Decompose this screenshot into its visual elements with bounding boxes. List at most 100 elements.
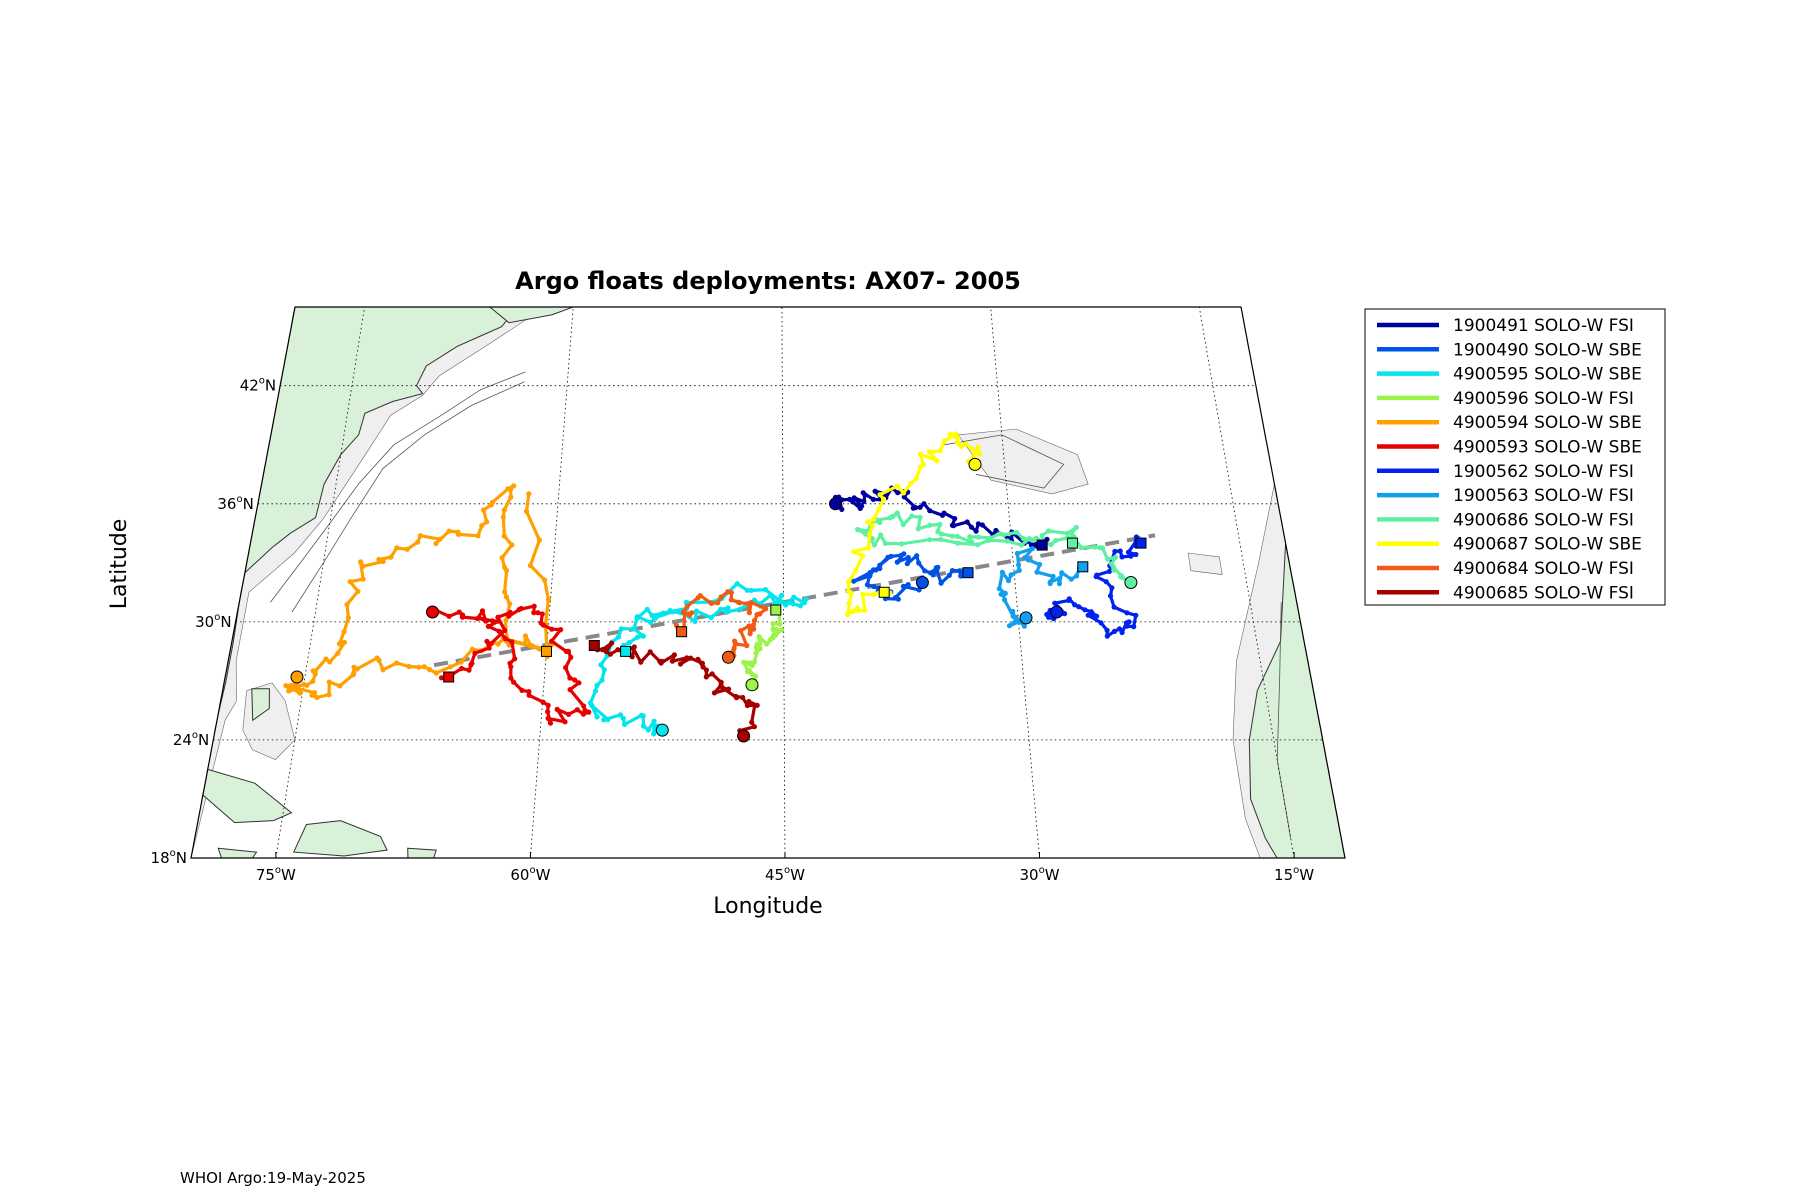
last-position-marker[interactable] bbox=[1124, 576, 1138, 589]
float-profile-point bbox=[1064, 530, 1070, 536]
float-profile-point bbox=[973, 528, 979, 534]
float-profile-point bbox=[415, 539, 421, 545]
float-profile-point bbox=[887, 515, 893, 521]
float-profile-point bbox=[900, 522, 906, 528]
float-profile-point bbox=[1131, 624, 1137, 630]
deployment-marker[interactable] bbox=[620, 645, 632, 657]
float-profile-point bbox=[839, 506, 845, 512]
float-profile-point bbox=[783, 602, 789, 608]
deployment-marker[interactable] bbox=[878, 586, 890, 598]
last-position-marker[interactable] bbox=[745, 678, 759, 692]
float-profile-point bbox=[904, 561, 910, 567]
float-profile-point bbox=[507, 601, 513, 607]
float-profile-point bbox=[850, 608, 856, 615]
float-profile-point bbox=[1072, 602, 1078, 608]
float-profile-point bbox=[975, 444, 981, 450]
float-profile-point bbox=[1094, 613, 1100, 619]
last-position-marker[interactable] bbox=[721, 650, 735, 664]
float-profile-point bbox=[916, 560, 922, 566]
deployment-marker[interactable] bbox=[541, 645, 552, 657]
deployment-marker[interactable] bbox=[770, 604, 782, 616]
float-profile-point bbox=[1001, 532, 1007, 538]
deployment-marker[interactable] bbox=[1135, 537, 1147, 549]
float-profile-point bbox=[703, 667, 710, 673]
last-position-marker[interactable] bbox=[915, 576, 929, 589]
float-profile-point bbox=[680, 609, 686, 615]
float-profile-point bbox=[526, 491, 532, 497]
land-polygon bbox=[251, 688, 270, 722]
float-profile-point bbox=[964, 519, 970, 525]
float-profile-point bbox=[1021, 623, 1027, 629]
float-profile-point bbox=[708, 600, 715, 607]
float-profile-point bbox=[926, 537, 933, 543]
float-profile-point bbox=[314, 694, 320, 701]
float-profile-point bbox=[572, 677, 578, 683]
bathymetry-contour bbox=[944, 434, 1065, 489]
float-profile-point bbox=[651, 731, 657, 737]
float-profile-point bbox=[671, 652, 678, 658]
deployment-marker[interactable] bbox=[1077, 561, 1089, 573]
last-position-marker[interactable] bbox=[1019, 611, 1033, 625]
deployment-marker[interactable] bbox=[588, 640, 600, 651]
float-profile-point bbox=[526, 689, 532, 695]
float-profile-point bbox=[376, 556, 382, 563]
float-profile-point bbox=[360, 576, 366, 582]
float-profile-point bbox=[738, 628, 744, 634]
float-profile-point bbox=[501, 533, 507, 539]
float-profile-point bbox=[900, 490, 907, 496]
bathymetry-contour bbox=[270, 371, 526, 603]
float-profile-point bbox=[1056, 581, 1063, 587]
deployment-marker[interactable] bbox=[1067, 537, 1078, 549]
deployment-marker[interactable] bbox=[443, 671, 455, 683]
float-profile-point bbox=[527, 562, 534, 569]
float-profile-point bbox=[565, 648, 572, 655]
float-profile-point bbox=[1068, 531, 1075, 537]
float-profile-point bbox=[323, 656, 329, 662]
float-profile-point bbox=[545, 702, 551, 709]
float-profile-point bbox=[576, 680, 582, 686]
float-profile-point bbox=[594, 714, 600, 720]
float-profile-point bbox=[345, 615, 351, 621]
float-profile-point bbox=[1112, 548, 1118, 555]
float-profile-point bbox=[634, 615, 640, 621]
float-profile-point bbox=[1020, 536, 1026, 542]
float-profile-point bbox=[894, 511, 900, 517]
float-profile-point bbox=[599, 677, 605, 683]
last-position-marker[interactable] bbox=[737, 729, 751, 743]
float-profile-point bbox=[697, 593, 703, 599]
deployment-marker[interactable] bbox=[676, 626, 688, 638]
last-position-marker[interactable] bbox=[426, 605, 439, 619]
float-profile-point bbox=[927, 570, 934, 576]
float-profile-point bbox=[475, 533, 481, 539]
float-profile-point bbox=[500, 514, 506, 520]
float-profile-point bbox=[894, 483, 900, 489]
deployment-marker[interactable] bbox=[1036, 539, 1048, 551]
last-position-marker[interactable] bbox=[655, 723, 669, 737]
float-profile-point bbox=[1026, 536, 1032, 542]
float-profile-point bbox=[1116, 626, 1123, 632]
map-ocean bbox=[191, 307, 1345, 858]
legend-label: 1900491 SOLO-W FSI bbox=[1453, 316, 1634, 336]
float-profile-point bbox=[507, 660, 513, 666]
float-profile-point bbox=[956, 568, 963, 574]
float-markers[interactable] bbox=[290, 457, 1147, 743]
float-profile-point bbox=[778, 599, 784, 605]
float-profile-point bbox=[878, 532, 884, 538]
float-profile-point bbox=[768, 592, 774, 598]
float-profile-point bbox=[1004, 538, 1011, 544]
float-profile-point bbox=[900, 583, 907, 589]
last-position-marker[interactable] bbox=[290, 670, 304, 684]
float-profile-point bbox=[404, 546, 410, 552]
float-profile-point bbox=[326, 679, 332, 685]
last-position-marker[interactable] bbox=[1050, 605, 1064, 619]
float-profile-point bbox=[376, 657, 382, 664]
float-profile-point bbox=[310, 678, 316, 684]
deployment-marker[interactable] bbox=[962, 567, 974, 579]
last-position-marker[interactable] bbox=[968, 457, 982, 471]
float-profile-point bbox=[912, 505, 919, 511]
float-profile-point bbox=[746, 610, 753, 616]
legend-label: 4900595 SOLO-W SBE bbox=[1453, 365, 1642, 385]
float-profile-point bbox=[954, 533, 960, 540]
last-position-marker[interactable] bbox=[829, 497, 842, 511]
float-profile-point bbox=[695, 656, 701, 663]
